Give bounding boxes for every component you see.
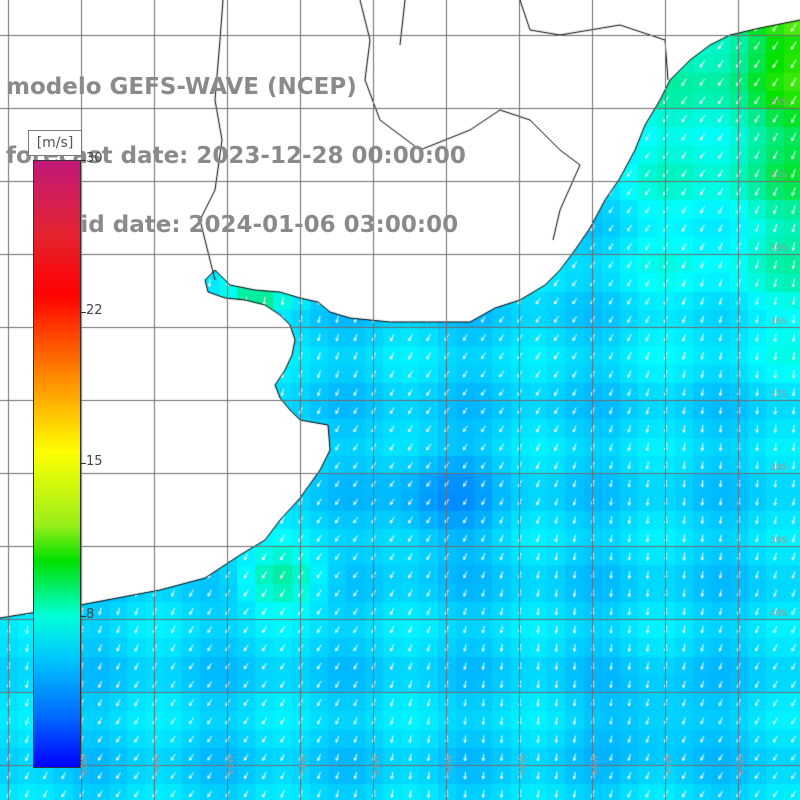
- lat-label: 35S: [770, 244, 788, 254]
- colorbar-tick-mark: [80, 616, 86, 617]
- lat-label: 37S: [770, 390, 788, 400]
- model-title: modelo GEFS-WAVE (NCEP): [6, 74, 357, 100]
- lon-label: 54W: [299, 754, 309, 775]
- map-title: modelo GEFS-WAVE (NCEP) forecast date: 2…: [6, 30, 466, 260]
- lon-label: 48W: [518, 754, 528, 775]
- colorbar-unit: [m/s]: [28, 130, 82, 156]
- colorbar-tick-mark: [80, 312, 86, 313]
- lon-label: 58W: [153, 754, 163, 775]
- lat-label: 40S: [770, 609, 788, 619]
- lon-label: 56W: [226, 754, 236, 775]
- lon-label: 42W: [737, 754, 747, 775]
- lat-label: 34S: [770, 171, 788, 181]
- colorbar-tick-15: 15: [86, 454, 103, 469]
- lat-label: 39S: [770, 536, 788, 546]
- lon-label: 46W: [591, 754, 601, 775]
- lon-label: 60W: [80, 754, 90, 775]
- lon-label: 50W: [445, 754, 455, 775]
- lat-label: 38S: [770, 463, 788, 473]
- colorbar-tick-mark: [80, 160, 86, 161]
- lat-label: 33S: [770, 98, 788, 108]
- lat-label: 36S: [770, 317, 788, 327]
- lon-label: 52W: [372, 754, 382, 775]
- lon-label: 44W: [664, 754, 674, 775]
- colorbar-tick-30: 30: [86, 151, 103, 166]
- colorbar-tick-8: 8: [86, 607, 95, 622]
- colorbar-tick-22: 22: [86, 303, 103, 318]
- colorbar: [33, 160, 81, 768]
- colorbar-tick-mark: [80, 463, 86, 464]
